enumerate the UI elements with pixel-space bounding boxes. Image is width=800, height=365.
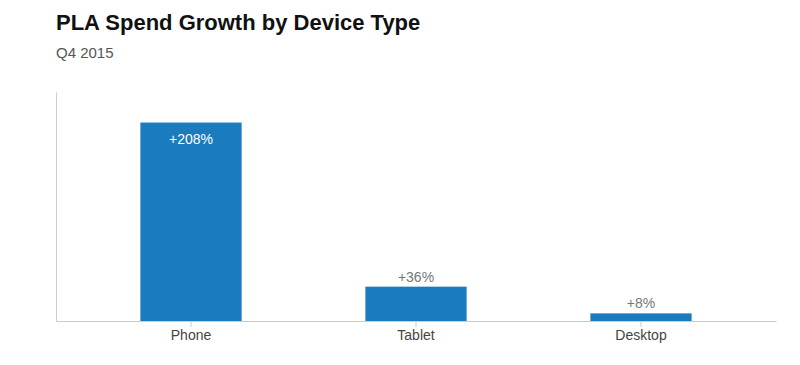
data-label: +208% bbox=[169, 131, 213, 147]
x-tick-label: Tablet bbox=[397, 327, 434, 343]
data-labels: +208% +36% +8% bbox=[169, 131, 655, 311]
x-tick: Desktop bbox=[615, 321, 667, 343]
x-tick: Phone bbox=[171, 321, 212, 343]
bar bbox=[365, 287, 466, 321]
title: PLA Spend Growth by Device Type bbox=[56, 10, 420, 35]
data-label: +8% bbox=[627, 295, 655, 311]
bars bbox=[140, 123, 691, 321]
bar bbox=[590, 313, 691, 321]
y-axis-line bbox=[56, 93, 57, 322]
x-tick-label: Desktop bbox=[615, 327, 667, 343]
x-axis: Phone Tablet Desktop bbox=[57, 321, 777, 343]
x-tick-label: Phone bbox=[171, 327, 212, 343]
chart: PLA Spend Growth by Device Type Q4 2015 Ph… bbox=[0, 0, 800, 365]
plot: Phone Tablet Desktop +208% +36% +8% bbox=[57, 93, 777, 343]
x-tick: Tablet bbox=[397, 321, 434, 343]
data-label: +36% bbox=[398, 269, 434, 285]
bar bbox=[140, 123, 241, 321]
subtitle: Q4 2015 bbox=[56, 44, 114, 61]
y-axis bbox=[56, 93, 57, 322]
